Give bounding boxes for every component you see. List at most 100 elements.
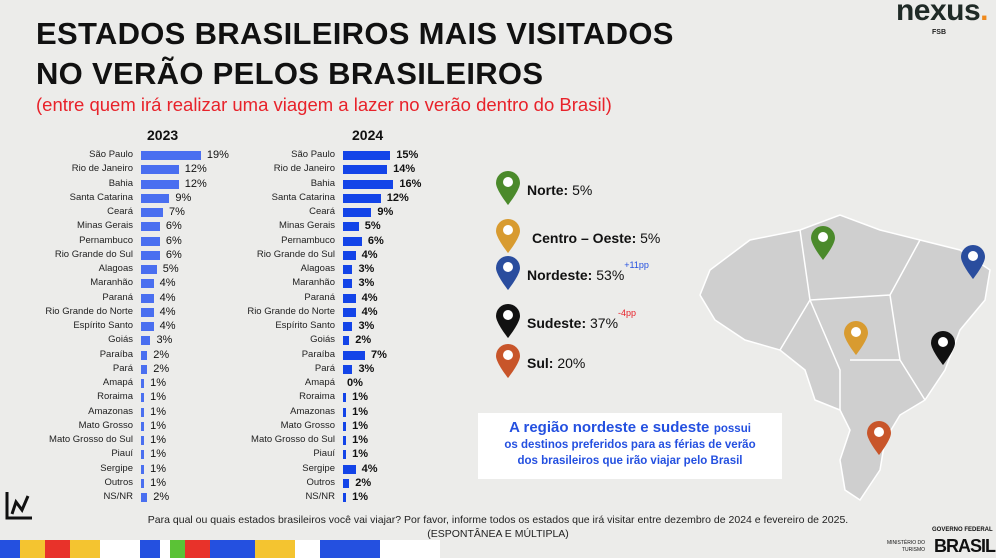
region-value: 5% (572, 181, 593, 198)
value-label: 1% (150, 405, 167, 418)
region-legend-item: Nordeste: 53% +11pp (495, 255, 649, 294)
value-label: 14% (393, 163, 416, 176)
value-label: 4% (159, 305, 176, 318)
value-label: 6% (367, 234, 384, 247)
category-label: Outros (104, 476, 133, 488)
category-label: Rio de Janeiro (71, 163, 133, 175)
bar-2024 (343, 393, 347, 403)
map-pin-icon (843, 320, 875, 361)
decorative-stripe (0, 540, 440, 558)
category-label: Espírito Santo (275, 320, 335, 331)
category-label: Piauí (313, 448, 335, 460)
category-label: Goiás (108, 334, 133, 346)
bar-2023 (141, 293, 154, 303)
map-pin-icon (495, 343, 527, 382)
value-label: 1% (352, 405, 369, 418)
value-label: 7% (371, 348, 387, 361)
category-label: NS/NR (305, 491, 335, 502)
category-label: Paraíba (99, 348, 133, 360)
value-label: 9% (175, 191, 192, 204)
category-label: Rio Grande do Norte (247, 305, 335, 317)
question-text: Para qual ou quais estados brasileiros v… (147, 514, 849, 526)
region-name: Centro – Oeste: (532, 229, 637, 246)
value-label: 6% (165, 248, 182, 261)
region-name: Sudeste: (527, 314, 587, 331)
value-label: 15% (396, 149, 419, 161)
callout-line3: dos brasileiros que irão viajar pelo Bra… (517, 455, 743, 467)
category-label: Mato Grosso do Sul (49, 434, 133, 445)
value-label: 1% (150, 448, 167, 461)
region-name: Sul: (527, 354, 554, 371)
category-label: Ceará (309, 206, 335, 217)
bar-2024 (343, 436, 347, 445)
nexus-logo: nexus. (896, 0, 989, 27)
year-2024-header: 2024 (352, 127, 384, 143)
bar-2023 (141, 336, 151, 346)
bar-2023 (141, 322, 154, 331)
bar-2023 (141, 208, 164, 217)
value-label: 1% (352, 391, 369, 404)
value-label: 3% (358, 320, 375, 332)
bar-2023 (141, 179, 179, 189)
bar-2023 (141, 236, 160, 246)
map-pin-icon (866, 420, 898, 461)
category-label: Pernambuco (281, 234, 335, 246)
value-label: 1% (150, 419, 167, 432)
category-label: Pará (112, 362, 133, 374)
category-label: Paraná (102, 291, 133, 303)
bar-2023 (141, 379, 145, 388)
bar-2024 (343, 450, 347, 460)
region-value: 5% (640, 229, 661, 246)
bar-2023 (141, 478, 145, 488)
bar-2023 (141, 407, 145, 417)
value-label: 6% (165, 220, 182, 233)
category-label: Piauí (111, 448, 133, 460)
bar-2024 (343, 293, 356, 303)
category-label: Maranhão (292, 277, 335, 289)
category-label: Pernambuco (79, 234, 133, 246)
category-label: Rio Grande do Norte (45, 305, 133, 317)
map-pin-icon (495, 303, 527, 342)
value-label: 2% (153, 348, 170, 361)
page-title: ESTADOS BRASILEIROS MAIS VISITADOS NO VE… (36, 14, 674, 94)
value-label: 4% (361, 248, 378, 261)
value-label: 3% (358, 277, 375, 290)
value-label: 4% (361, 305, 378, 318)
value-label: 6% (165, 234, 182, 247)
value-label: 4% (361, 462, 378, 475)
value-label: 1% (150, 476, 167, 489)
callout-box: A região nordeste e sudeste possui os de… (478, 413, 782, 479)
ministry-label: MINISTÉRIO DO TURISMO (886, 540, 925, 553)
category-label: Rio Grande do Sul (256, 248, 335, 260)
logo-dot: . (980, 0, 988, 27)
bar-2023 (141, 279, 154, 289)
value-label: 19% (206, 149, 229, 161)
category-label: São Paulo (291, 149, 335, 160)
category-label: Sergipe (302, 462, 335, 474)
region-name: Nordeste: (527, 266, 593, 283)
category-label: Alagoas (300, 263, 335, 274)
value-label: 1% (150, 391, 167, 404)
category-label: Goiás (310, 334, 335, 346)
question-note: (ESPONTÂNEA E MÚLTIPLA) (427, 528, 569, 540)
category-label: Paraíba (301, 348, 335, 360)
value-label: 1% (352, 491, 369, 503)
value-label: 9% (377, 206, 394, 218)
bar-2024 (343, 165, 388, 175)
bar-2024 (343, 350, 366, 360)
bar-2024 (343, 421, 347, 431)
value-label: 3% (156, 334, 173, 347)
category-label: Mato Grosso (280, 419, 335, 431)
bar-2023 (141, 350, 148, 360)
value-label: 4% (159, 291, 176, 304)
category-label: Santa Catarina (271, 191, 335, 203)
bar-2024 (343, 407, 347, 417)
subtitle: (entre quem irá realizar uma viagem a la… (36, 94, 612, 115)
value-label: 2% (355, 334, 372, 347)
brazil-map (699, 214, 991, 502)
value-label: 1% (150, 434, 167, 446)
bar-2024 (343, 307, 356, 317)
category-label: São Paulo (89, 149, 133, 160)
value-label: 2% (355, 476, 372, 489)
bar-2023 (141, 307, 154, 317)
